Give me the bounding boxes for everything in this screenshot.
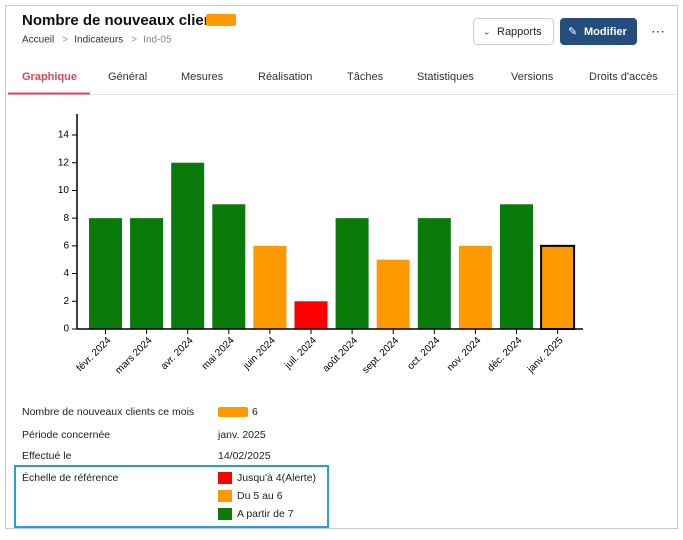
rapports-button[interactable] <box>473 18 554 45</box>
y-tick-label: 0 <box>63 324 69 335</box>
bar <box>417 218 451 329</box>
info-value: janv. 2025 <box>217 429 266 441</box>
info-value: 14/02/2025 <box>218 450 271 462</box>
bar <box>212 204 246 329</box>
breadcrumb-separator: > <box>62 35 68 46</box>
bar <box>376 259 410 329</box>
breadcrumb-item[interactable]: Indicateurs <box>74 35 123 46</box>
tab[interactable]: Versions <box>511 71 554 83</box>
tab[interactable]: Graphique <box>22 71 77 83</box>
bar <box>335 218 369 329</box>
y-tick-label: 12 <box>58 157 70 168</box>
scale-text: A partir de 7 <box>237 508 294 520</box>
scale-swatch <box>218 472 232 484</box>
scale-swatch <box>218 508 232 520</box>
pencil-icon: ✎ <box>568 26 577 38</box>
bar <box>458 245 492 329</box>
breadcrumb-item[interactable]: Accueil <box>22 35 54 46</box>
more-menu[interactable]: ··· <box>651 23 665 39</box>
tab[interactable]: Statistiques <box>417 71 474 83</box>
info-label: Échelle de référence <box>22 471 118 484</box>
scale-text: Du 5 au 6 <box>237 490 283 502</box>
info-label: Période concernée <box>22 429 110 441</box>
tab[interactable]: Général <box>108 71 147 83</box>
scale-text: Jusqu'à 4(Alerte) <box>237 472 316 484</box>
tab[interactable]: Tâches <box>347 71 384 83</box>
value-swatch <box>218 407 248 417</box>
button-label[interactable]: Rapports <box>497 26 542 38</box>
scale-highlight <box>14 465 329 528</box>
chevron-icon: ⌄ <box>483 26 491 36</box>
y-tick-label: 14 <box>58 130 70 141</box>
status-swatch <box>206 14 236 26</box>
bar <box>500 204 533 329</box>
tab[interactable]: Droits d'accès <box>589 71 658 83</box>
bar <box>130 218 164 329</box>
y-tick-label: 6 <box>63 240 69 251</box>
bar <box>89 218 122 329</box>
y-tick-label: 2 <box>63 296 69 307</box>
bar <box>294 301 328 329</box>
info-value: 6 <box>252 406 258 418</box>
bar <box>540 244 576 331</box>
y-tick-label: 10 <box>58 185 70 196</box>
breadcrumb-separator: > <box>131 35 137 46</box>
page-title: Nombre de nouveaux clients <box>22 12 226 29</box>
tab[interactable]: Réalisation <box>258 71 312 83</box>
y-tick-label: 4 <box>63 268 69 279</box>
y-tick-label: 8 <box>63 213 69 224</box>
bar <box>253 245 287 329</box>
button-label[interactable]: Modifier <box>584 26 627 38</box>
info-label: Nombre de nouveaux clients ce mois <box>22 406 194 418</box>
breadcrumb-item: Ind-05 <box>143 35 172 46</box>
bar <box>171 162 205 329</box>
modifier-button[interactable] <box>560 18 637 45</box>
tab[interactable]: Mesures <box>181 71 224 83</box>
info-label: Effectué le <box>22 450 72 462</box>
scale-swatch <box>218 490 232 502</box>
